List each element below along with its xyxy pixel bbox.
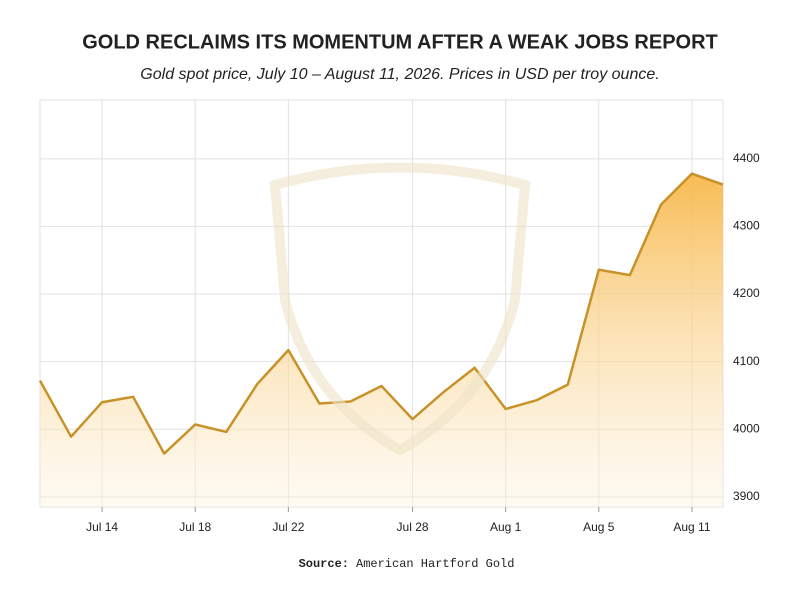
x-tick-label: Jul 18 bbox=[179, 520, 211, 534]
source-label: Source: bbox=[299, 557, 349, 571]
x-tick-label: Aug 11 bbox=[673, 520, 710, 534]
x-tick-label: Jul 14 bbox=[86, 520, 118, 534]
source: American Hartford Gold bbox=[356, 557, 514, 571]
area bbox=[40, 173, 723, 507]
y-tick-label: 4000 bbox=[733, 421, 760, 435]
y-tick-label: 4300 bbox=[733, 219, 760, 233]
chart-title: GOLD RECLAIMS ITS MOMENTUM AFTER A WEAK … bbox=[82, 31, 718, 53]
watermark bbox=[269, 162, 531, 456]
y-tick-label: 3900 bbox=[733, 489, 760, 503]
x-tick-label: Aug 1 bbox=[490, 520, 522, 534]
y-tick-label: 4200 bbox=[733, 286, 760, 300]
line bbox=[38, 172, 724, 455]
x-tick-label: Jul 22 bbox=[272, 520, 304, 534]
y-tick-label: 4100 bbox=[733, 354, 760, 368]
y-tick-label: 4400 bbox=[733, 151, 760, 165]
x-tick-label: Jul 28 bbox=[397, 520, 429, 534]
chart-subtitle: Gold spot price, July 10 – August 11, 20… bbox=[140, 66, 659, 83]
plot-area: 3900 4000 4100 4200 4300 4400 Jul 14 Jul 18 Jul … bbox=[38, 99, 760, 534]
x-tick-label: Aug 5 bbox=[583, 520, 615, 534]
